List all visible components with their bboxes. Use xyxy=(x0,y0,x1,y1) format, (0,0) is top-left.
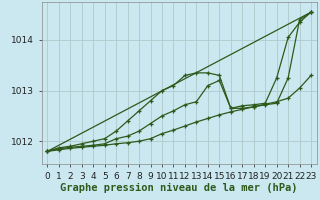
X-axis label: Graphe pression niveau de la mer (hPa): Graphe pression niveau de la mer (hPa) xyxy=(60,183,298,193)
